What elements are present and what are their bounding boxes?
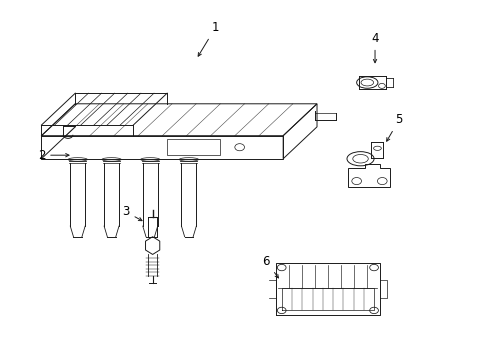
Text: 3: 3 bbox=[122, 206, 142, 221]
Text: 5: 5 bbox=[386, 113, 402, 141]
Text: 4: 4 bbox=[370, 32, 378, 63]
Text: 1: 1 bbox=[198, 21, 219, 56]
Text: 6: 6 bbox=[262, 255, 278, 278]
Text: 2: 2 bbox=[38, 149, 69, 162]
